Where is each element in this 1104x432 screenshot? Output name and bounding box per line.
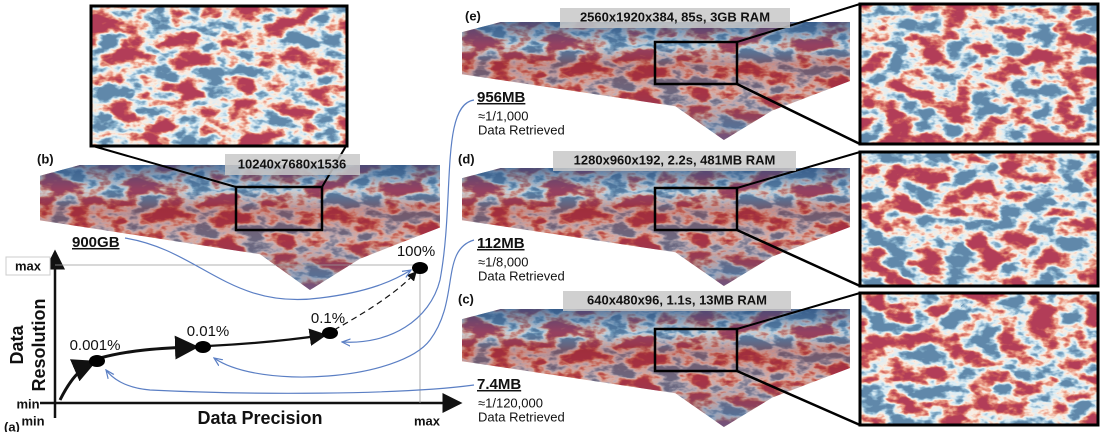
result-panels: 2560x1920x384, 85s, 3GB RAM (e) 956MB ≈1/1,… <box>458 4 1098 427</box>
figure: (b) 10240x7680x1536 900GB max min min ma… <box>0 0 1104 432</box>
zoom-image <box>860 152 1098 286</box>
point-label: 0.001% <box>70 337 121 354</box>
ratio: ≈1/1,000 <box>478 108 529 123</box>
note: Data Retrieved <box>478 268 565 283</box>
panel-label: (c) <box>458 291 474 306</box>
y-min: min <box>16 396 39 411</box>
y-max: max <box>15 258 42 273</box>
zoom-image <box>860 293 1098 425</box>
resolution: 10240x7680x1536 <box>238 156 346 171</box>
y-axis-title: Resolution <box>29 299 49 392</box>
x-max: max <box>414 413 441 428</box>
zoom-image <box>91 6 347 146</box>
info: 2560x1920x384, 85s, 3GB RAM <box>580 9 770 24</box>
curve <box>334 272 416 330</box>
data-size: 900GB <box>72 234 120 251</box>
note: Data Retrieved <box>478 409 565 424</box>
point-label: 0.01% <box>187 323 230 340</box>
point <box>195 341 211 353</box>
ratio: ≈1/8,000 <box>478 254 529 269</box>
volume-render <box>40 165 440 290</box>
point-label: 100% <box>397 243 435 260</box>
ratio: ≈1/120,000 <box>478 395 543 410</box>
note: Data Retrieved <box>478 122 565 137</box>
point <box>322 327 338 339</box>
data-size: 112MB <box>477 235 525 252</box>
x-axis-title: Data Precision <box>197 408 322 428</box>
curve <box>60 362 94 400</box>
connector <box>106 370 474 393</box>
info: 1280x960x192, 2.2s, 481MB RAM <box>574 152 776 167</box>
data-size: 7.4MB <box>477 376 521 393</box>
panel-label: (e) <box>465 8 481 23</box>
zoom-image <box>860 4 1098 144</box>
x-min: min <box>21 413 44 428</box>
panel-label: (b) <box>37 151 54 166</box>
info: 640x480x96, 1.1s, 13MB RAM <box>587 292 767 307</box>
point <box>412 262 428 274</box>
panel-label: (a) <box>4 419 20 432</box>
panel-label: (d) <box>458 151 475 166</box>
data-size: 956MB <box>477 89 526 106</box>
point <box>89 355 105 367</box>
point-label: 0.1% <box>311 310 345 327</box>
y-axis-title: Data <box>7 325 27 365</box>
